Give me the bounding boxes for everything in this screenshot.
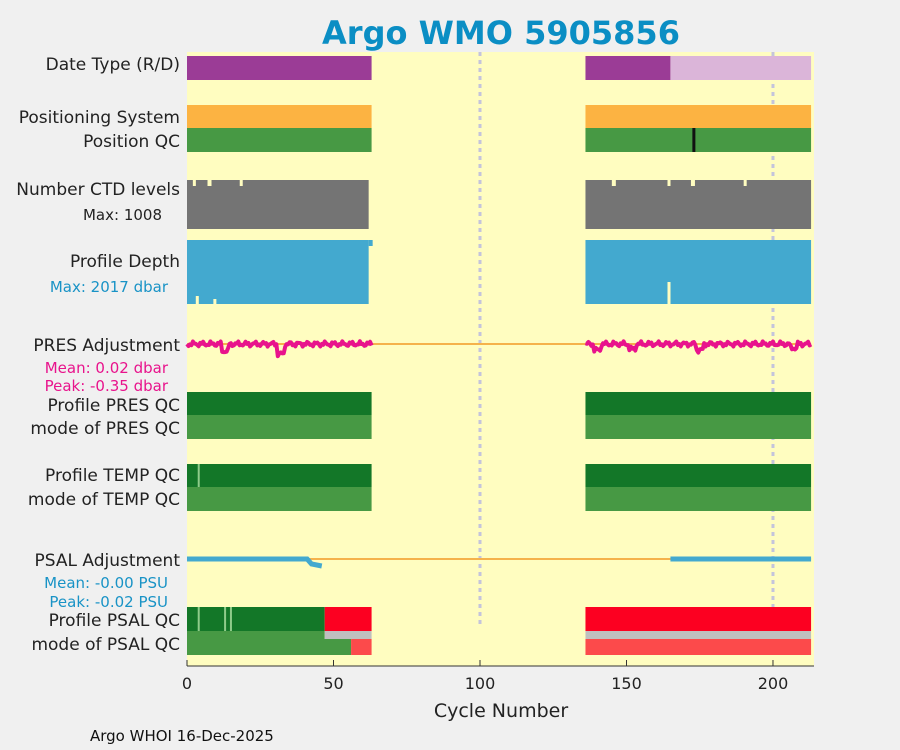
psal-mode-a-segment-0 (187, 631, 325, 639)
temp-qc-segment-0 (187, 464, 372, 487)
depth-gap-2 (667, 282, 671, 304)
plot-area (187, 52, 814, 666)
label-pres-peak: Peak: -0.35 dbar (45, 377, 169, 395)
pres-mode-segment-1 (585, 415, 812, 439)
ctd-notch-3 (611, 180, 616, 186)
ctd-notch-6 (743, 180, 747, 186)
pres-adj-trace-1 (584, 339, 813, 355)
chart-title: Argo WMO 5905856 (322, 14, 680, 52)
label-psal-peak: Peak: -0.02 PSU (49, 593, 168, 611)
x-tick-label-150: 150 (611, 674, 642, 693)
ctd-notch-1 (207, 180, 212, 186)
label-ctd-max: Max: 1008 (83, 206, 162, 224)
label-positioning-system: Positioning System (19, 108, 180, 128)
depth-segment-1 (585, 240, 812, 304)
pres-qc-segment-0 (187, 392, 372, 415)
label-ctd-levels: Number CTD levels (16, 180, 180, 200)
label-profile-psal-qc: Profile PSAL QC (49, 611, 180, 631)
label-mode-pres-qc: mode of PRES QC (30, 419, 180, 439)
bars-layer (185, 56, 813, 655)
psal-qc-segment-0 (187, 607, 325, 631)
label-pres-mean: Mean: 0.02 dbar (45, 359, 169, 377)
ctd-notch-2 (239, 180, 243, 186)
temp-mode-segment-1 (585, 487, 812, 511)
label-profile-depth: Profile Depth (70, 252, 180, 272)
label-profile-temp-qc: Profile TEMP QC (45, 466, 180, 486)
position-qc-segment-1 (585, 128, 812, 152)
psal-qc-segment-2 (585, 607, 812, 631)
x-tick-label-100: 100 (465, 674, 496, 693)
date-type-segment-2 (670, 56, 812, 80)
positioning-segment-1 (585, 105, 812, 128)
ctd-notch-4 (667, 180, 671, 186)
psal-qc-mark-2 (229, 607, 232, 631)
temp-qc-mark-0 (197, 464, 200, 487)
x-tick-label-50: 50 (323, 674, 343, 693)
pres-qc-segment-1 (585, 392, 812, 415)
temp-qc-segment-1 (585, 464, 812, 487)
ctd-notch-0 (192, 180, 196, 186)
position-qc-segment-0 (187, 128, 372, 152)
label-position-qc: Position QC (83, 132, 180, 152)
label-pres-adjustment: PRES Adjustment (33, 336, 180, 356)
positioning-segment-0 (187, 105, 372, 128)
psal-qc-mark-0 (197, 607, 200, 631)
label-psal-mean: Mean: -0.00 PSU (44, 574, 168, 592)
ctd-segment-1 (585, 180, 812, 229)
label-psal-adjustment: PSAL Adjustment (35, 551, 181, 571)
date-type-segment-0 (187, 56, 372, 80)
date-type-segment-1 (585, 56, 671, 80)
psal-mode-a-segment-1 (324, 631, 372, 639)
psal-mode-b-segment-2 (585, 639, 812, 655)
depth-gap-0 (195, 296, 199, 304)
ctd-segment-0 (187, 180, 369, 229)
psal-qc-segment-1 (324, 607, 372, 631)
pres-mode-segment-0 (187, 415, 372, 439)
label-mode-psal-qc: mode of PSAL QC (31, 635, 180, 655)
psal-adj-trace-0 (187, 556, 323, 569)
x-axis: 0 50 100 150 200 (182, 660, 814, 693)
position-qc-mark-0 (692, 128, 696, 152)
label-mode-temp-qc: mode of TEMP QC (28, 490, 180, 510)
psal-mode-b-segment-1 (351, 639, 372, 655)
x-tick-label-0: 0 (182, 674, 192, 693)
ctd-notch-5 (690, 180, 695, 186)
depth-segment-0 (187, 240, 369, 304)
psal-mode-a-segment-2 (585, 631, 812, 639)
depth-gap-1 (213, 299, 217, 304)
x-tick-label-200: 200 (758, 674, 789, 693)
depth-tip (368, 240, 373, 246)
psal-mode-b-segment-0 (187, 639, 352, 655)
footer-credit: Argo WHOI 16-Dec-2025 (90, 727, 274, 745)
pres-adj-trace-0 (185, 339, 374, 359)
psal-qc-mark-1 (224, 607, 227, 631)
label-depth-max: Max: 2017 dbar (50, 278, 169, 296)
temp-mode-segment-0 (187, 487, 372, 511)
label-date-type: Date Type (R/D) (46, 55, 180, 75)
x-axis-label: Cycle Number (434, 700, 568, 722)
label-profile-pres-qc: Profile PRES QC (47, 396, 180, 416)
